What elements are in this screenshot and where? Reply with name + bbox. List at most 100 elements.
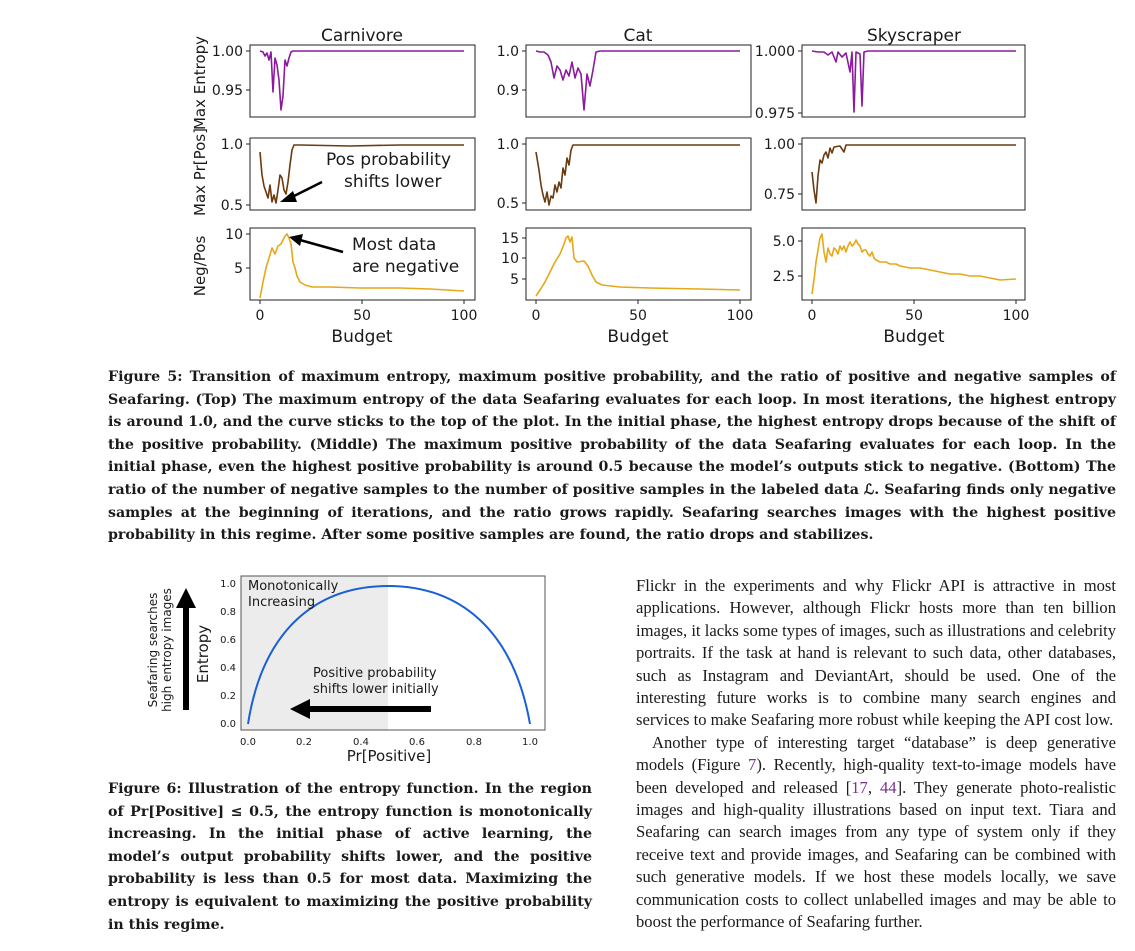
region-label-line1: Monotonically [248, 579, 339, 594]
fig6-ytick-2: 0.4 [220, 663, 236, 674]
ytick-negpos-cat-3: 5 [510, 272, 519, 288]
region-label-line2: Increasing [248, 595, 315, 610]
fig6-xtick-1: 0.2 [296, 737, 312, 748]
xlabel-budget-skyscraper: Budget [883, 327, 944, 347]
para2-text-c: , [867, 777, 880, 797]
xtick-s-0: 0 [808, 308, 817, 324]
row-label-max-entropy: Max Entropy [191, 36, 209, 130]
annotation-pos-shift-arrow-line [289, 180, 323, 200]
ytick-negpos-cat-2: 10 [501, 251, 519, 267]
figure-5-caption: Figure 5: Transition of maximum entropy,… [108, 366, 1116, 547]
xtick-c-100: 100 [451, 308, 478, 324]
body-paragraph-2: Another type of interesting target “data… [636, 732, 1116, 934]
body-paragraph-1: Flickr in the experiments and why Flickr… [636, 576, 1116, 730]
shift-label-line2: shifts lower initially [313, 682, 439, 697]
annotation-negative-arrowhead [289, 234, 303, 246]
fig6-ytick-3: 0.6 [220, 635, 236, 646]
ytick-prpos-cat-2: 0.5 [497, 196, 519, 212]
figure-5: Carnivore Cat Skyscraper Max Entropy Max… [191, 26, 1030, 347]
axes-entropy-carnivore [249, 44, 476, 118]
figure-6-caption: Figure 6: Illustration of the entropy fu… [108, 778, 592, 936]
xtick-c-50: 50 [353, 308, 371, 324]
fig6-xtick-2: 0.4 [353, 737, 369, 748]
ytick-prpos-c-1: 1.0 [221, 137, 243, 153]
annotation-negative-line1: Most data [352, 235, 436, 255]
annotation-pos-shift-line2: shifts lower [344, 172, 441, 192]
ytick-negpos-s-1: 5.0 [773, 234, 795, 250]
panel-title-skyscraper: Skyscraper [867, 26, 961, 46]
fig6-xtick-4: 0.8 [466, 737, 482, 748]
xtick-s-100: 100 [1003, 308, 1030, 324]
series-negpos-skyscraper [811, 233, 1017, 295]
figure-6: 0.0 0.2 0.4 0.6 0.8 1.0 0.0 0.2 0.4 0.6 … [146, 575, 546, 765]
panel-title-carnivore: Carnivore [321, 26, 403, 46]
annotation-pos-shift-line1: Pos probability [326, 150, 451, 170]
series-negpos-cat [535, 235, 741, 297]
entropy-curve [247, 584, 531, 725]
side-label-line2: high entropy images [160, 588, 174, 712]
ytick-entropy-cat-1: 1.0 [497, 44, 519, 60]
series-prpos-carnivore [259, 144, 464, 204]
ytick-prpos-c-2: 0.5 [221, 198, 243, 214]
ytick-prpos-cat-1: 1.0 [497, 137, 519, 153]
annotation-negative-line2: are negative [352, 257, 459, 277]
figure-6-caption-text: Illustration of the entropy function. In… [108, 781, 592, 933]
fig6-xlabel: Pr[Positive] [347, 747, 431, 765]
row-label-max-prpos: Max Pr[Pos] [191, 128, 209, 216]
annotation-pos-shift-arrowhead [280, 191, 297, 202]
fig6-xtick-5: 1.0 [522, 737, 538, 748]
body-text-column: Flickr in the experiments and why Flickr… [636, 575, 1116, 934]
shift-label-line1: Positive probability [313, 666, 437, 681]
axes-prpos-cat [525, 137, 752, 211]
figure-7-link[interactable]: 7 [748, 755, 757, 775]
citation-17-link[interactable]: 17 [851, 777, 868, 797]
panel-title-cat: Cat [624, 26, 653, 46]
xtick-cat-50: 50 [629, 308, 647, 324]
annotation-negative-arrow-line [299, 238, 344, 254]
fig6-ytick-5: 1.0 [220, 579, 236, 590]
fig6-ytick-4: 0.8 [220, 607, 236, 618]
series-prpos-cat [535, 144, 740, 206]
row-label-negpos: Neg/Pos [191, 236, 209, 297]
xtick-c-0: 0 [256, 308, 265, 324]
para2-text-d: ]. They generate photo-realistic images … [636, 777, 1116, 932]
axes-entropy-cat [525, 44, 752, 118]
figure-5-caption-label: Figure 5: [108, 369, 183, 385]
xlabel-budget-carnivore: Budget [331, 327, 392, 347]
axes-entropy-skyscraper [801, 44, 1026, 118]
shift-arrowhead [290, 699, 310, 719]
ytick-prpos-s-2: 0.75 [764, 187, 795, 203]
para2-text-a: Another type of interesting target “data… [636, 732, 1116, 775]
para2-text-b: ). Recently, high-quality text-to-image … [636, 755, 1116, 797]
axes-negpos-skyscraper [801, 227, 1026, 301]
ytick-entropy-s-2: 0.975 [755, 106, 795, 122]
monotonic-region-shade [241, 576, 388, 730]
figure-6-axes [240, 575, 546, 731]
fig6-ylabel: Entropy [194, 625, 212, 683]
fig6-xtick-3: 0.6 [409, 737, 425, 748]
ytick-entropy-cat-2: 0.9 [497, 83, 519, 99]
fig6-ytick-0: 0.0 [220, 719, 236, 730]
xtick-cat-0: 0 [532, 308, 541, 324]
ytick-negpos-c-2: 5 [234, 261, 243, 277]
series-entropy-carnivore [259, 50, 464, 111]
citation-44-link[interactable]: 44 [879, 777, 897, 797]
xtick-s-50: 50 [905, 308, 923, 324]
axes-prpos-carnivore [249, 137, 476, 211]
search-arrowhead [176, 588, 196, 608]
ytick-negpos-c-1: 10 [225, 227, 243, 243]
xlabel-budget-cat: Budget [607, 327, 668, 347]
fig6-xtick-0: 0.0 [240, 737, 256, 748]
ytick-negpos-cat-1: 15 [501, 231, 519, 247]
ytick-prpos-s-1: 1.00 [764, 137, 795, 153]
series-prpos-skyscraper [811, 144, 1016, 204]
series-negpos-carnivore [259, 233, 465, 299]
ytick-entropy-c-1: 1.00 [212, 44, 243, 60]
series-entropy-skyscraper [811, 50, 1016, 113]
ytick-entropy-c-2: 0.95 [212, 83, 243, 99]
figure-6-caption-label: Figure 6: [108, 781, 182, 797]
figure-5-caption-text: Transition of maximum entropy, maximum p… [108, 369, 1116, 544]
side-label-line1: Seafaring searches [146, 593, 160, 708]
ytick-entropy-s-1: 1.000 [755, 44, 795, 60]
xtick-cat-100: 100 [727, 308, 754, 324]
